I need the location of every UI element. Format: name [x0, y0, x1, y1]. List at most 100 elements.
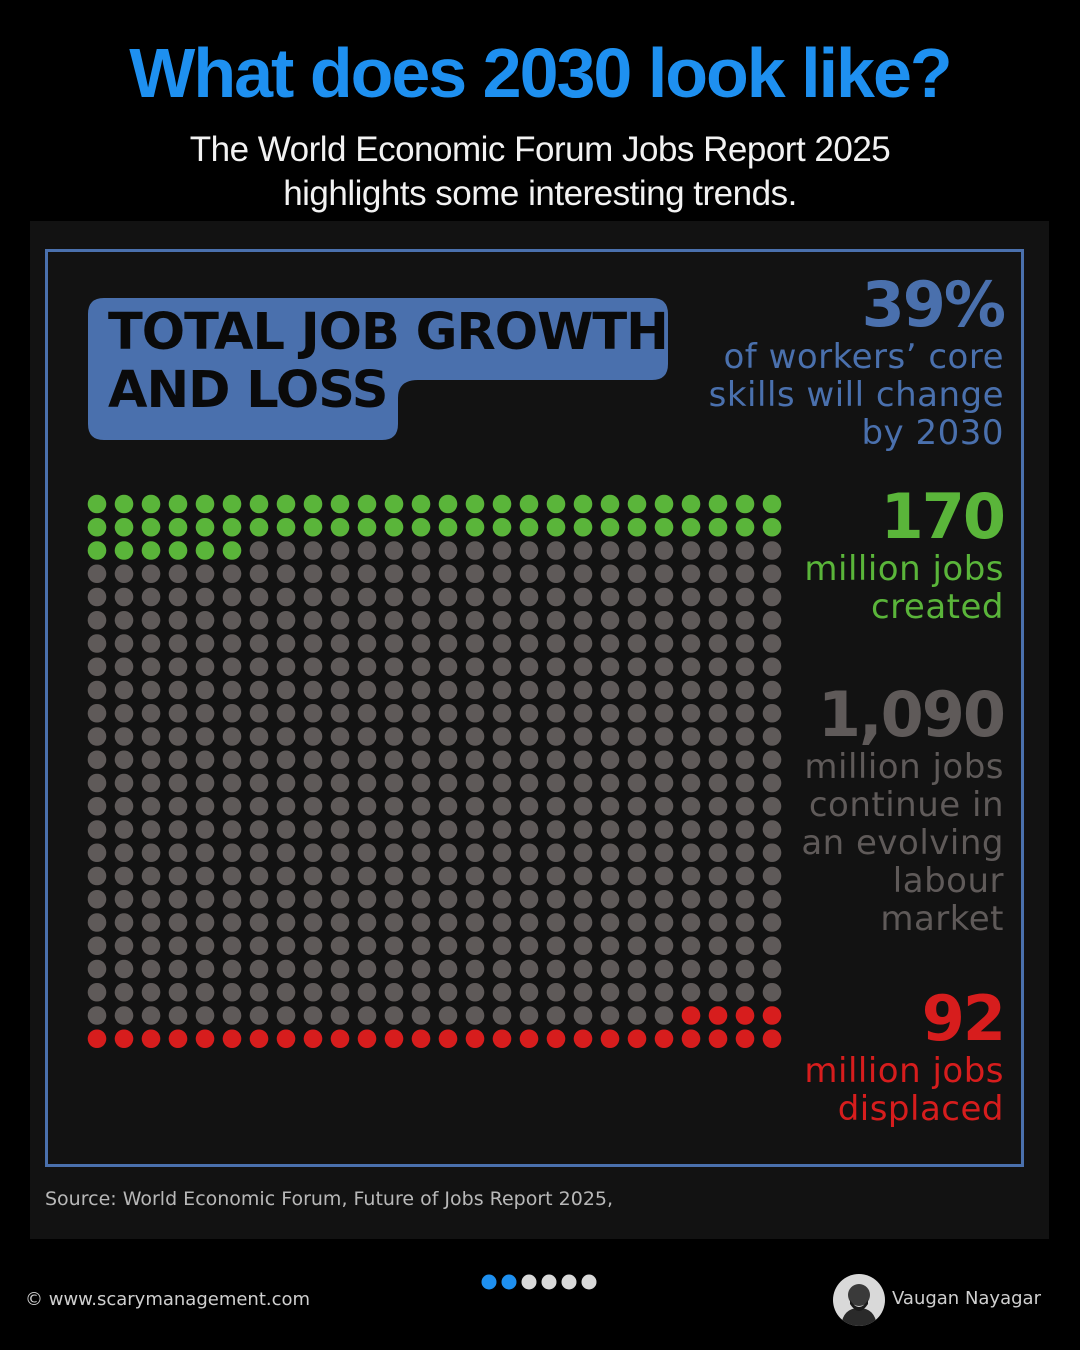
waffle-dot-continue [681, 680, 701, 700]
waffle-dot-continue [735, 564, 755, 584]
waffle-dot-continue [303, 866, 323, 886]
waffle-dot-continue [708, 982, 728, 1002]
waffle-dot-continue [114, 680, 134, 700]
waffle-dot-displaced [384, 1029, 404, 1049]
waffle-dot-continue [519, 982, 539, 1002]
waffle-dot-continue [600, 889, 620, 909]
waffle-dot-continue [573, 610, 593, 630]
pager-dot[interactable] [561, 1274, 577, 1290]
waffle-dot-continue [411, 796, 431, 816]
waffle-dot-continue [762, 610, 782, 630]
waffle-dot-created [330, 494, 350, 514]
waffle-dot-continue [168, 982, 188, 1002]
stat-created-line-1: million jobs [804, 549, 1004, 589]
waffle-dot-continue [708, 959, 728, 979]
stat-continue-line-1: million jobs [804, 747, 1004, 787]
waffle-dot-continue [438, 657, 458, 677]
waffle-dot-continue [492, 982, 512, 1002]
waffle-dot-created [519, 494, 539, 514]
waffle-dot-continue [465, 820, 485, 839]
waffle-dot-displaced [627, 1029, 647, 1049]
waffle-dot-continue [87, 796, 107, 816]
waffle-dot-continue [546, 680, 566, 700]
waffle-dot-continue [168, 680, 188, 700]
waffle-dot-continue [384, 913, 404, 932]
waffle-dot-continue [465, 796, 485, 816]
waffle-dot-continue [141, 913, 161, 932]
waffle-dot-continue [519, 750, 539, 770]
waffle-dot-continue [465, 773, 485, 793]
waffle-dot-created [708, 517, 728, 537]
waffle-dot-continue [87, 913, 107, 932]
waffle-dot-continue [195, 913, 215, 932]
waffle-dot-continue [654, 959, 674, 979]
waffle-dot-continue [141, 866, 161, 886]
waffle-dot-continue [573, 1006, 593, 1025]
waffle-dot-continue [330, 587, 350, 607]
waffle-dot-continue [249, 634, 269, 653]
waffle-dot-continue [141, 727, 161, 746]
waffle-dot-continue [681, 773, 701, 793]
stat-displaced-value: 92 [921, 982, 1006, 1055]
pager-dot[interactable] [581, 1274, 597, 1290]
waffle-dot-continue [735, 587, 755, 607]
waffle-dot-created [573, 517, 593, 537]
waffle-dot-continue [249, 843, 269, 863]
waffle-dot-continue [222, 657, 242, 677]
pager-dot[interactable] [541, 1274, 557, 1290]
stat-continue-value: 1,090 [817, 678, 1006, 751]
waffle-dot-displaced [438, 1029, 458, 1049]
waffle-dot-continue [330, 1006, 350, 1025]
waffle-dot-continue [357, 727, 377, 746]
waffle-dot-displaced [762, 1006, 782, 1025]
stat-continue-line-5: market [880, 899, 1004, 939]
waffle-dot-continue [384, 587, 404, 607]
waffle-dot-continue [654, 587, 674, 607]
waffle-dot-continue [276, 913, 296, 932]
waffle-dot-created [438, 517, 458, 537]
waffle-dot-continue [411, 936, 431, 956]
author-avatar [833, 1274, 885, 1326]
waffle-dot-continue [357, 750, 377, 770]
waffle-dot-continue [303, 796, 323, 816]
waffle-dot-continue [627, 866, 647, 886]
waffle-dot-displaced [465, 1029, 485, 1049]
waffle-dot-continue [573, 587, 593, 607]
waffle-dot-continue [249, 936, 269, 956]
pager-dot[interactable] [501, 1274, 517, 1290]
waffle-dot-continue [141, 703, 161, 723]
badge-title: TOTAL JOB GROWTH AND LOSS [108, 304, 669, 420]
waffle-dot-continue [249, 773, 269, 793]
waffle-dot-continue [600, 1006, 620, 1025]
waffle-dot-continue [87, 843, 107, 863]
waffle-dot-continue [519, 727, 539, 746]
waffle-dot-continue [465, 610, 485, 630]
waffle-dot-continue [600, 634, 620, 653]
waffle-dot-continue [411, 773, 431, 793]
pager-dot[interactable] [481, 1274, 497, 1290]
waffle-dot-continue [384, 634, 404, 653]
waffle-dot-continue [708, 727, 728, 746]
waffle-dot-continue [573, 889, 593, 909]
waffle-dot-continue [492, 680, 512, 700]
waffle-dot-continue [438, 703, 458, 723]
waffle-dot-continue [303, 727, 323, 746]
waffle-dot-continue [519, 889, 539, 909]
waffle-dot-created [141, 517, 161, 537]
waffle-dot-continue [654, 541, 674, 560]
waffle-dot-continue [114, 1006, 134, 1025]
waffle-dot-continue [195, 820, 215, 839]
waffle-dot-continue [681, 959, 701, 979]
waffle-dot-continue [411, 610, 431, 630]
waffle-dot-created [168, 517, 188, 537]
waffle-dot-continue [600, 913, 620, 932]
waffle-dot-continue [330, 703, 350, 723]
stat-displaced-line-1: million jobs [804, 1051, 1004, 1091]
waffle-dot-continue [222, 1006, 242, 1025]
waffle-dot-continue [762, 982, 782, 1002]
pager-dot[interactable] [521, 1274, 537, 1290]
waffle-dot-continue [546, 541, 566, 560]
waffle-dot-continue [249, 703, 269, 723]
waffle-dot-created [195, 494, 215, 514]
waffle-dot-continue [114, 866, 134, 886]
